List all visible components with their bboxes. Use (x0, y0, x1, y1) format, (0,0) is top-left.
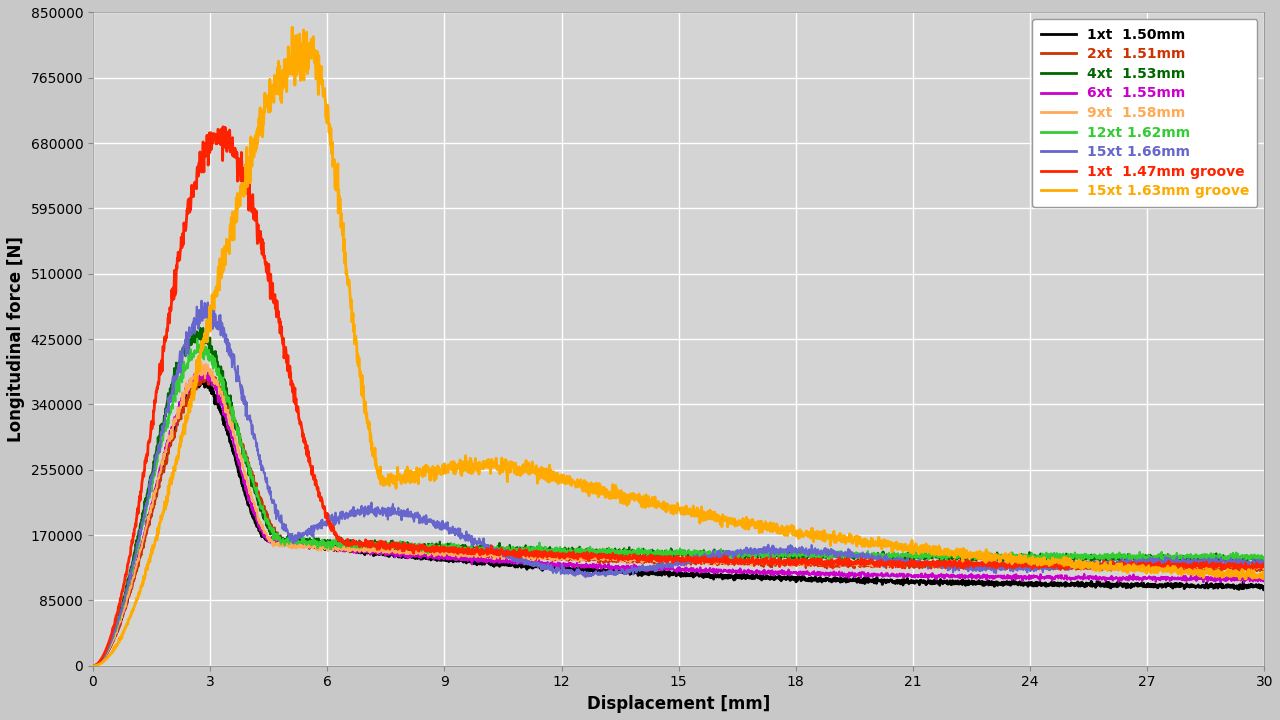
Legend: 1xt  1.50mm, 2xt  1.51mm, 4xt  1.53mm, 6xt  1.55mm, 9xt  1.58mm, 12xt 1.62mm, 15: 1xt 1.50mm, 2xt 1.51mm, 4xt 1.53mm, 6xt … (1033, 19, 1257, 207)
X-axis label: Displacement [mm]: Displacement [mm] (588, 695, 771, 713)
15xt 1.63mm groove (535, 474, 550, 482)
6xt  1.55mm (219, 418, 234, 426)
15xt 1.63mm groove (1107, 562, 1123, 571)
1xt  1.47mm groove (1257, 562, 1272, 571)
1xt  1.50mm (289, 541, 305, 550)
9xt  1.58mm (86, 662, 101, 670)
2xt  1.51mm (1257, 563, 1272, 572)
12xt 1.62mm (535, 549, 550, 557)
6xt  1.55mm (1234, 575, 1249, 583)
12xt 1.62mm (289, 535, 305, 544)
4xt  1.53mm (1107, 556, 1123, 564)
12xt 1.62mm (1234, 554, 1249, 562)
Line: 9xt  1.58mm: 9xt 1.58mm (93, 362, 1265, 666)
4xt  1.53mm (219, 384, 234, 392)
12xt 1.62mm (219, 395, 234, 404)
1xt  1.47mm groove (289, 405, 305, 414)
1xt  1.50mm (196, 372, 211, 380)
15xt 1.66mm (219, 337, 234, 346)
Line: 4xt  1.53mm: 4xt 1.53mm (93, 326, 1265, 666)
6xt  1.55mm (289, 540, 305, 549)
9xt  1.58mm (219, 408, 234, 416)
Y-axis label: Longitudinal force [N]: Longitudinal force [N] (6, 236, 24, 442)
9xt  1.58mm (193, 358, 209, 366)
2xt  1.51mm (289, 539, 305, 548)
9xt  1.58mm (289, 541, 305, 550)
6xt  1.55mm (1107, 574, 1123, 582)
6xt  1.55mm (192, 363, 207, 372)
15xt 1.63mm groove (289, 31, 305, 40)
4xt  1.53mm (289, 536, 305, 544)
6xt  1.55mm (86, 662, 101, 670)
4xt  1.53mm (1257, 553, 1272, 562)
Line: 1xt  1.50mm: 1xt 1.50mm (93, 376, 1265, 666)
2xt  1.51mm (586, 556, 602, 564)
1xt  1.50mm (219, 424, 234, 433)
1xt  1.47mm groove (219, 147, 234, 156)
9xt  1.58mm (1107, 559, 1123, 568)
2xt  1.51mm (200, 365, 215, 374)
15xt 1.63mm groove (1234, 572, 1249, 580)
15xt 1.66mm (1234, 561, 1249, 570)
12xt 1.62mm (1107, 551, 1123, 559)
1xt  1.47mm groove (86, 662, 101, 670)
15xt 1.66mm (586, 569, 602, 577)
15xt 1.66mm (86, 662, 101, 670)
4xt  1.53mm (1234, 555, 1249, 564)
15xt 1.66mm (1107, 560, 1123, 569)
12xt 1.62mm (196, 334, 211, 343)
15xt 1.66mm (289, 533, 305, 541)
15xt 1.63mm groove (219, 235, 234, 243)
4xt  1.53mm (535, 549, 550, 558)
1xt  1.50mm (1257, 584, 1272, 593)
Line: 12xt 1.62mm: 12xt 1.62mm (93, 338, 1265, 666)
1xt  1.47mm groove (535, 551, 550, 559)
15xt 1.63mm groove (284, 23, 300, 32)
15xt 1.63mm groove (1257, 572, 1272, 580)
2xt  1.51mm (86, 662, 101, 670)
6xt  1.55mm (586, 563, 602, 572)
1xt  1.50mm (586, 567, 602, 576)
12xt 1.62mm (86, 662, 101, 670)
6xt  1.55mm (535, 559, 550, 567)
12xt 1.62mm (1257, 556, 1272, 564)
Line: 2xt  1.51mm: 2xt 1.51mm (93, 369, 1265, 666)
Line: 15xt 1.66mm: 15xt 1.66mm (93, 301, 1265, 666)
1xt  1.50mm (1107, 580, 1123, 588)
9xt  1.58mm (535, 553, 550, 562)
15xt 1.63mm groove (586, 484, 602, 492)
1xt  1.47mm groove (1107, 561, 1123, 570)
1xt  1.50mm (535, 566, 550, 575)
6xt  1.55mm (1257, 577, 1272, 585)
2xt  1.51mm (219, 396, 234, 405)
9xt  1.58mm (586, 555, 602, 564)
1xt  1.47mm groove (586, 549, 602, 558)
9xt  1.58mm (1257, 563, 1272, 572)
15xt 1.63mm groove (86, 662, 101, 670)
4xt  1.53mm (86, 662, 101, 670)
Line: 15xt 1.63mm groove: 15xt 1.63mm groove (93, 27, 1265, 666)
1xt  1.50mm (1234, 585, 1249, 593)
15xt 1.66mm (1257, 559, 1272, 567)
4xt  1.53mm (586, 548, 602, 557)
1xt  1.50mm (86, 662, 101, 670)
2xt  1.51mm (1234, 565, 1249, 574)
2xt  1.51mm (535, 553, 550, 562)
12xt 1.62mm (586, 548, 602, 557)
9xt  1.58mm (1234, 562, 1249, 570)
1xt  1.47mm groove (1234, 562, 1249, 571)
Line: 6xt  1.55mm: 6xt 1.55mm (93, 367, 1265, 666)
Line: 1xt  1.47mm groove: 1xt 1.47mm groove (93, 127, 1265, 666)
15xt 1.66mm (535, 560, 550, 569)
1xt  1.47mm groove (215, 122, 230, 131)
4xt  1.53mm (186, 322, 201, 330)
2xt  1.51mm (1107, 564, 1123, 573)
15xt 1.66mm (193, 297, 209, 305)
